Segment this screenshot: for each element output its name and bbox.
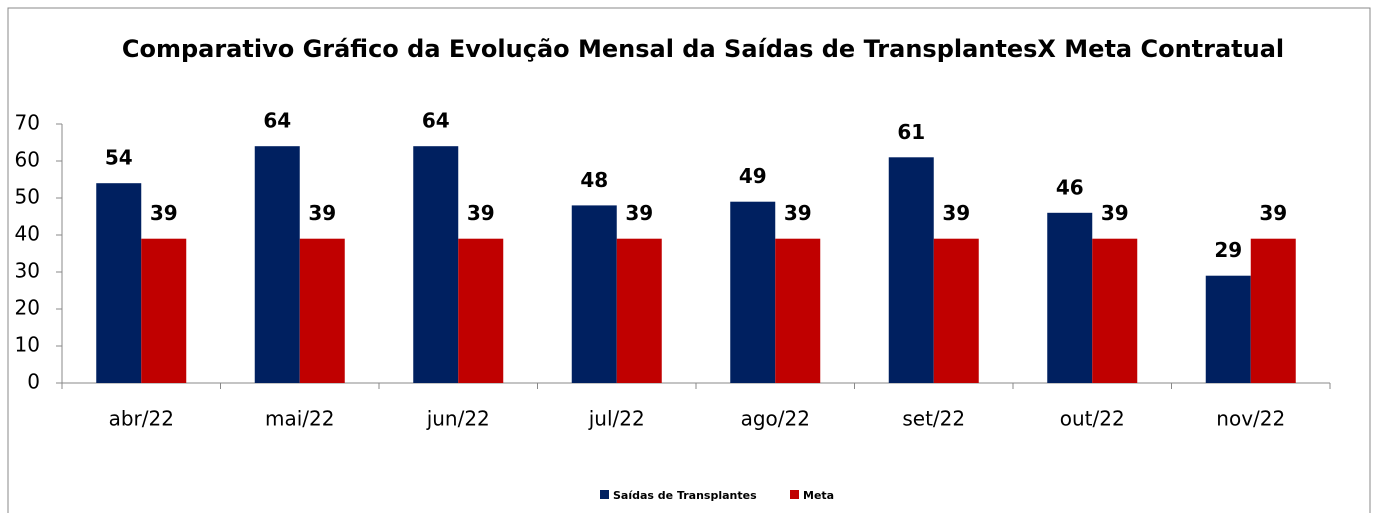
data-label: 29 [1214, 238, 1242, 262]
data-label: 39 [784, 201, 812, 225]
bar [1092, 238, 1138, 383]
data-label: 64 [422, 109, 450, 133]
bar [616, 238, 662, 383]
legend-swatch [600, 490, 609, 499]
data-label: 39 [1101, 201, 1129, 225]
y-tick-label: 20 [15, 296, 40, 320]
legend-label: Saídas de Transplantes [613, 489, 757, 502]
data-label: 39 [625, 201, 653, 225]
data-label: 39 [942, 201, 970, 225]
data-label: 64 [263, 109, 291, 133]
y-tick-label: 30 [15, 259, 40, 283]
x-tick-label: ago/22 [741, 407, 810, 431]
x-tick-label: set/22 [902, 407, 965, 431]
y-tick-label: 60 [15, 148, 40, 172]
data-label: 39 [467, 201, 495, 225]
bar [141, 238, 187, 383]
bar [775, 238, 821, 383]
bar [254, 146, 300, 383]
y-tick-label: 70 [15, 111, 40, 135]
bar [933, 238, 979, 383]
bar [730, 201, 776, 383]
y-tick-label: 10 [15, 333, 40, 357]
bar [413, 146, 459, 383]
data-label: 48 [580, 168, 608, 192]
bar [1205, 275, 1251, 383]
data-label: 39 [308, 201, 336, 225]
bar [299, 238, 345, 383]
data-label: 39 [150, 201, 178, 225]
data-label: 49 [739, 164, 767, 188]
x-tick-label: abr/22 [109, 407, 174, 431]
data-label: 39 [1259, 201, 1287, 225]
data-label: 46 [1056, 175, 1084, 199]
bar [1250, 238, 1296, 383]
bar [888, 157, 934, 383]
y-tick-label: 40 [15, 222, 40, 246]
x-tick-label: out/22 [1060, 407, 1125, 431]
legend-label: Meta [803, 489, 834, 502]
bar [458, 238, 504, 383]
chart-title: Comparativo Gráfico da Evolução Mensal d… [122, 35, 1284, 63]
x-tick-label: jun/22 [426, 407, 490, 431]
bar [571, 205, 617, 383]
bar [1047, 212, 1093, 383]
legend-swatch [790, 490, 799, 499]
x-tick-label: nov/22 [1216, 407, 1285, 431]
data-label: 54 [105, 146, 133, 170]
x-tick-label: jul/22 [588, 407, 645, 431]
y-tick-label: 50 [15, 185, 40, 209]
chart-border [7, 7, 1371, 513]
x-tick-label: mai/22 [265, 407, 334, 431]
data-label: 61 [897, 120, 925, 144]
y-tick-label: 0 [27, 370, 40, 394]
bar [96, 183, 142, 383]
